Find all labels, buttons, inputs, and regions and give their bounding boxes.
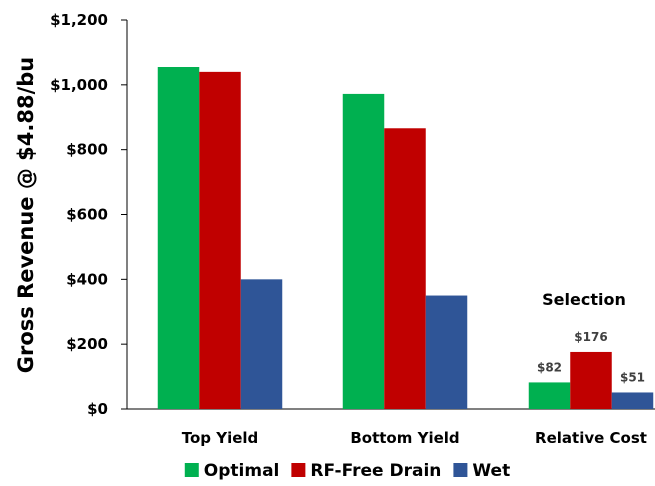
y-tick-label: $1,200: [50, 11, 108, 29]
legend-swatch: [291, 463, 306, 477]
y-tick-label: $0: [87, 400, 108, 418]
y-tick-label: $200: [66, 335, 108, 353]
y-tick-label: $600: [66, 206, 108, 224]
bar-optimal-relative-cost: [528, 382, 571, 409]
bar-wet-bottom-yield: [425, 295, 468, 409]
y-tick-label: $1,000: [50, 76, 108, 94]
category-labels: Top Yield Bottom Yield Relative Cost: [182, 429, 647, 447]
legend-label: Optimal: [204, 461, 280, 481]
category-label: Relative Cost: [535, 429, 647, 447]
y-ticks: $0 $200 $400 $600 $800 $1,000 $1,200: [50, 11, 127, 418]
y-tick-label: $400: [66, 270, 108, 288]
legend-label: Wet: [472, 461, 510, 481]
legend-item: RF-Free Drain: [291, 461, 441, 481]
bar-optimal-bottom-yield: [342, 93, 385, 409]
y-axis-title: Gross Revenue @ $4.88/bu: [14, 57, 38, 374]
data-label: $82: [537, 360, 562, 374]
legend-item: Optimal: [184, 461, 280, 481]
legend-item: Wet: [453, 461, 510, 481]
bar-rf-free-drain-relative-cost: [570, 351, 612, 409]
legend-swatch: [184, 463, 199, 477]
bar-wet-top-yield: [240, 279, 283, 409]
legend-label: RF-Free Drain: [310, 461, 441, 481]
data-label: $51: [620, 370, 645, 384]
bar-wet-relative-cost: [611, 392, 654, 409]
data-label: $176: [574, 330, 607, 344]
bar-rf-free-drain-bottom-yield: [384, 128, 426, 409]
legend: Optimal RF-Free Drain Wet: [184, 461, 510, 481]
bar-rf-free-drain-top-yield: [199, 71, 241, 409]
y-tick-label: $800: [66, 141, 108, 159]
category-label: Bottom Yield: [350, 429, 459, 447]
legend-swatch: [453, 463, 468, 477]
category-label: Top Yield: [182, 429, 259, 447]
selection-annotation: Selection: [542, 290, 626, 309]
data-labels: $82 $176 $51: [537, 330, 645, 385]
bars: [157, 67, 654, 410]
bar-optimal-top-yield: [157, 67, 200, 410]
